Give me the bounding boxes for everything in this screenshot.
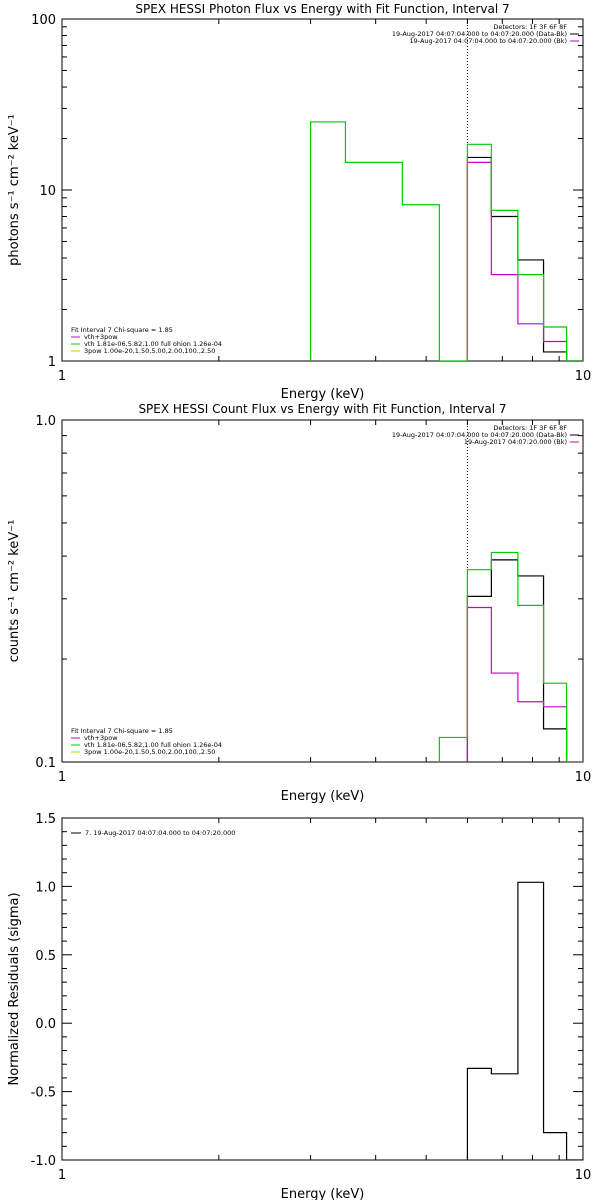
y-tick-label: 10 — [39, 184, 56, 199]
legend-bottom-entry: vth 1.81e-06,5.82,1.00 full ohion 1.26e-… — [84, 340, 222, 348]
x-tick-label: 10 — [575, 369, 592, 384]
chart-resid: 1 10 -1.0 -0.5 0.0 0.5 1.0 1.5 Energy (keV) Norma… — [7, 812, 591, 1200]
y-tick-label: 1.0 — [35, 880, 56, 895]
x-tick-label: 10 — [575, 770, 592, 785]
legend-bottom-entry: 3pow 1.00e-20,1.50,5.00,2.00,100.,2.50 — [84, 347, 215, 355]
y-tick-label: 0.1 — [35, 756, 56, 771]
y-tick-label: 1.0 — [35, 414, 56, 429]
x-axis-label: Energy (keV) — [281, 1187, 365, 1200]
y-axis-label: Normalized Residuals (sigma) — [7, 892, 22, 1085]
legend-bottom-entry: Fit Interval 7 Chi-square = 1.85 — [71, 727, 173, 735]
legend-top-entry: 19-Aug-2017 04:07:04.000 to 04:07:20.000… — [392, 431, 567, 439]
x-tick-label: 1 — [58, 369, 66, 384]
x-axis-label: Energy (keV) — [281, 387, 365, 402]
x-tick-label: 1 — [58, 1168, 66, 1183]
legend-bottom-entry: Fit Interval 7 Chi-square = 1.85 — [71, 326, 173, 334]
plot-frame — [61, 18, 584, 362]
legend-top-entry: Detectors: 1F 3F 6F 8F — [493, 424, 567, 432]
y-tick-label: 1.5 — [35, 812, 56, 827]
legend-bottom-entry: vth 1.81e-06,5.82,1.00 full ohion 1.26e-… — [84, 741, 222, 749]
x-axis-label: Energy (keV) — [281, 789, 365, 804]
series-fit — [438, 551, 583, 762]
series-fit — [309, 121, 583, 361]
y-tick-label: -1.0 — [31, 1154, 56, 1169]
x-tick-label: 10 — [575, 1168, 592, 1183]
legend-top-entry: 19-Aug-2017 04:07:20.000 (Bk) — [464, 438, 567, 446]
y-tick-label: 0.0 — [35, 1017, 56, 1032]
chart-photon: SPEX HESSI Photon Flux vs Energy with Fi… — [7, 2, 591, 402]
plot-frame — [61, 817, 584, 1161]
x-tick-label: 1 — [58, 770, 66, 785]
chart-title: SPEX HESSI Photon Flux vs Energy with Fi… — [135, 2, 509, 16]
legend-bottom-entry: vth+3pow — [84, 333, 118, 341]
series-bk — [466, 161, 583, 361]
series-bk — [466, 606, 583, 762]
legend-top-entry: 19-Aug-2017 04:07:04.000 to 04:07:20.000… — [392, 30, 567, 38]
plot-frame — [61, 419, 584, 763]
chart-count: SPEX HESSI Count Flux vs Energy with Fit… — [7, 402, 591, 804]
legend-top-entry: Detectors: 1F 3F 6F 8F — [493, 23, 567, 31]
legend-entry: 7. 19-Aug-2017 04:07:04.000 to 04:07:20.… — [85, 829, 235, 837]
chart-title: SPEX HESSI Count Flux vs Energy with Fit… — [138, 402, 506, 416]
y-tick-label: 1 — [48, 355, 56, 370]
legend-bottom-entry: 3pow 1.00e-20,1.50,5.00,2.00,100.,2.50 — [84, 748, 215, 756]
legend-top-entry: 19-Aug-2017 04:07:04.000 to 04:07:20.000… — [410, 37, 567, 45]
series-data — [466, 559, 583, 762]
y-tick-label: 100 — [31, 13, 56, 28]
series-data — [466, 156, 583, 361]
legend-bottom-entry: vth+3pow — [84, 734, 118, 742]
y-tick-label: 0.5 — [35, 949, 56, 964]
y-axis-label: counts s⁻¹ cm⁻² keV⁻¹ — [7, 520, 22, 663]
series-resid — [466, 881, 583, 1160]
y-axis-label: photons s⁻¹ cm⁻² keV⁻¹ — [7, 114, 22, 266]
y-tick-label: -0.5 — [31, 1086, 56, 1101]
